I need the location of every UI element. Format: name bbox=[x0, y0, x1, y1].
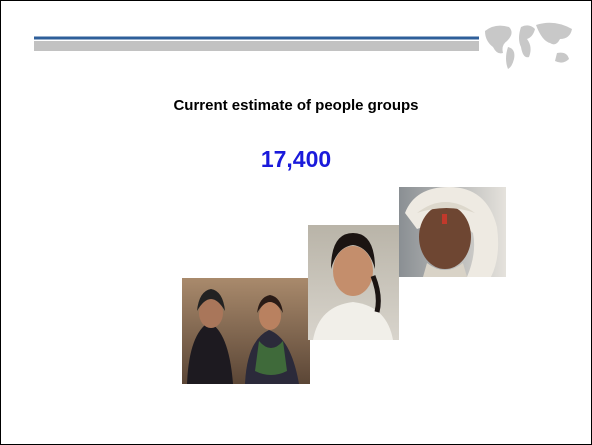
estimate-figure: 17,400 bbox=[260, 146, 332, 172]
photo-man bbox=[399, 187, 506, 277]
photo-women bbox=[182, 278, 310, 384]
photo-woman bbox=[308, 225, 399, 340]
world-map-icon bbox=[485, 22, 572, 69]
slide-title: Current estimate of people groups bbox=[173, 97, 419, 114]
header-bar bbox=[34, 41, 479, 51]
